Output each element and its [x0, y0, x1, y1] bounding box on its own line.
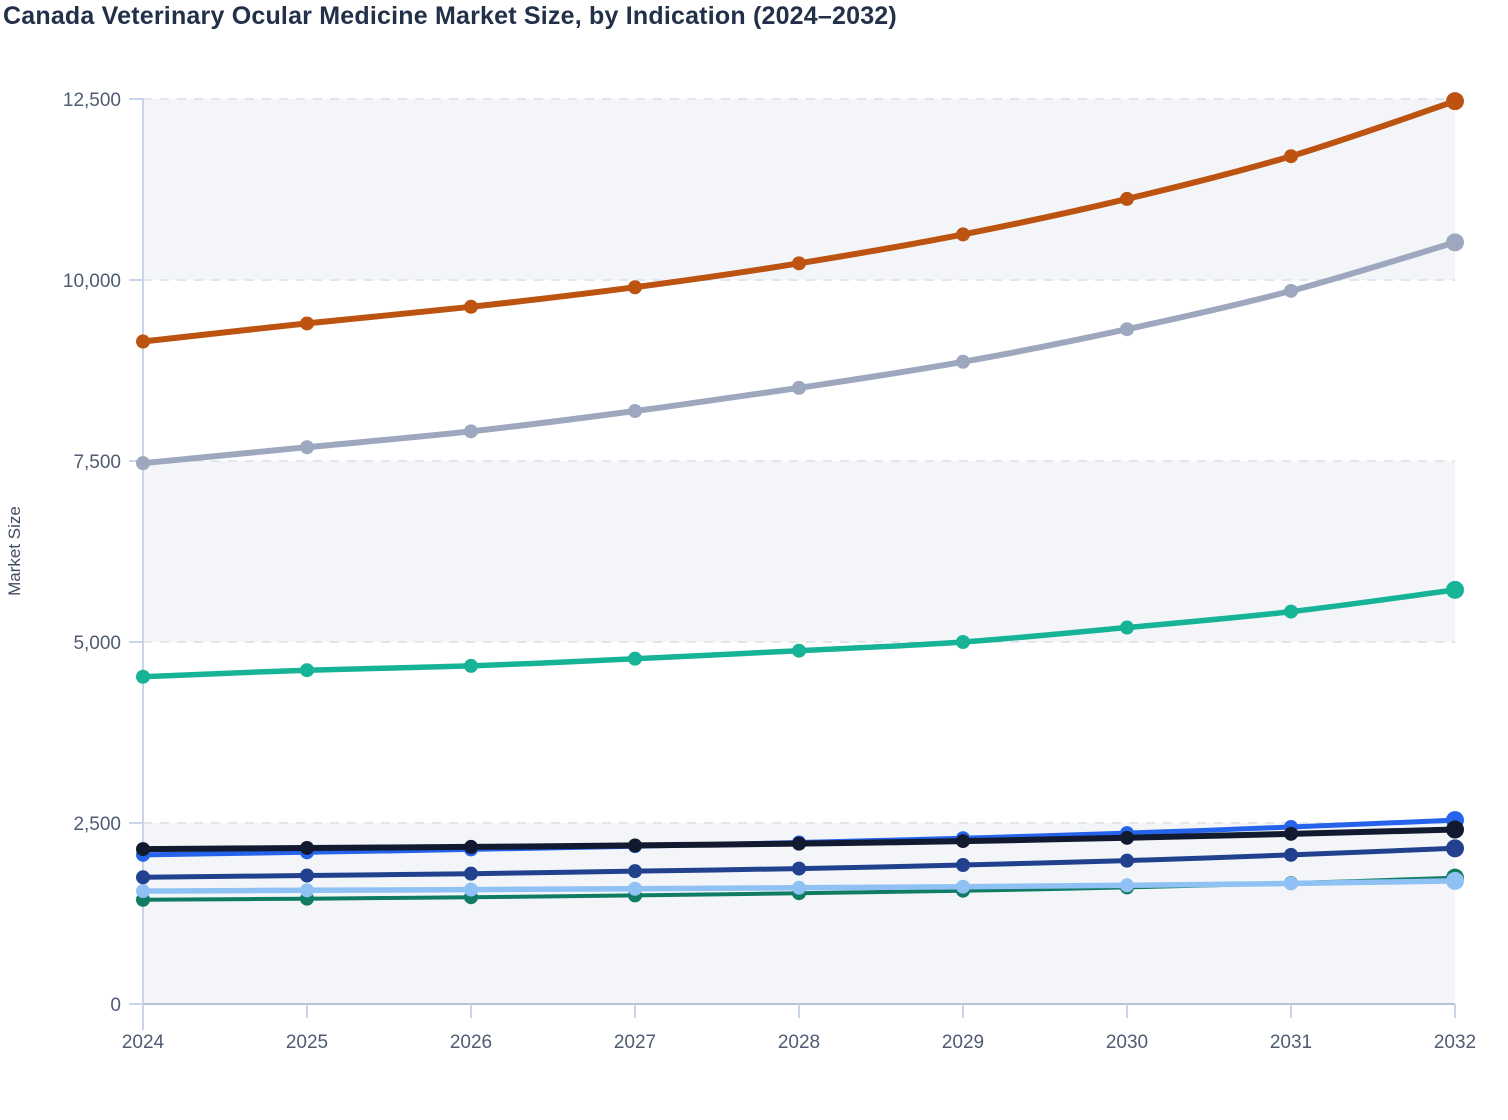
- point-teal-2025: [300, 663, 314, 678]
- point-slate-gray-2028: [792, 380, 806, 395]
- x-tick-label: 2032: [1434, 1032, 1476, 1053]
- point-slate-gray-2025: [300, 440, 314, 455]
- point-navy-2028: [792, 861, 806, 876]
- point-teal-2029: [956, 635, 970, 649]
- chart-title: Canada Veterinary Ocular Medicine Market…: [3, 2, 897, 30]
- point-teal-2030: [1120, 620, 1134, 635]
- point-orange-2031: [1284, 149, 1298, 164]
- point-light-blue-2029: [956, 879, 970, 894]
- point-teal-2027: [628, 651, 642, 666]
- point-slate-gray-2031: [1284, 283, 1298, 298]
- point-navy-2026: [464, 866, 478, 881]
- point-black-navy-2029: [956, 834, 970, 849]
- point-black-navy-2025: [300, 840, 314, 855]
- point-light-blue-2031: [1284, 876, 1298, 891]
- point-navy-2025: [300, 868, 314, 883]
- point-orange-2027: [628, 280, 642, 295]
- plot-band: [143, 461, 1455, 642]
- x-tick-label: 2027: [614, 1032, 656, 1053]
- point-slate-gray-2024: [136, 456, 150, 471]
- point-black-navy-2024: [136, 842, 150, 857]
- point-black-navy-2026: [464, 839, 478, 854]
- x-tick-label: 2031: [1270, 1032, 1312, 1053]
- x-tick-label: 2029: [942, 1032, 984, 1053]
- point-light-blue-2024: [136, 884, 150, 899]
- point-light-blue-2027: [628, 881, 642, 896]
- point-slate-gray-2032: [1446, 233, 1464, 252]
- y-tick-label: 12,500: [63, 90, 121, 111]
- point-light-blue-2025: [300, 883, 314, 898]
- y-tick-label: 0: [110, 995, 121, 1016]
- point-teal-2032: [1446, 580, 1464, 599]
- y-tick-label: 2,500: [73, 814, 121, 835]
- point-black-navy-2028: [792, 836, 806, 851]
- point-navy-2029: [956, 857, 970, 872]
- y-tick-label: 10,000: [63, 271, 121, 292]
- point-orange-2026: [464, 299, 478, 314]
- point-light-blue-2028: [792, 880, 806, 895]
- point-black-navy-2031: [1284, 826, 1298, 841]
- x-tick-label: 2030: [1106, 1032, 1148, 1053]
- point-orange-2024: [136, 334, 150, 349]
- point-navy-2031: [1284, 847, 1298, 862]
- x-tick-label: 2028: [778, 1032, 820, 1053]
- point-slate-gray-2026: [464, 424, 478, 439]
- point-orange-2025: [300, 316, 314, 331]
- x-tick-label: 2024: [122, 1032, 165, 1053]
- point-orange-2032: [1446, 92, 1464, 111]
- point-light-blue-2030: [1120, 878, 1134, 893]
- point-orange-2029: [956, 227, 970, 242]
- point-black-navy-2027: [628, 838, 642, 853]
- point-teal-2026: [464, 658, 478, 673]
- point-black-navy-2030: [1120, 830, 1134, 845]
- point-teal-2031: [1284, 604, 1298, 619]
- point-navy-2032: [1446, 839, 1464, 858]
- y-tick-label: 7,500: [73, 452, 121, 473]
- x-tick-label: 2025: [286, 1032, 328, 1053]
- point-navy-2030: [1120, 853, 1134, 868]
- point-black-navy-2032: [1446, 820, 1464, 839]
- point-slate-gray-2029: [956, 354, 970, 369]
- point-slate-gray-2030: [1120, 322, 1134, 337]
- x-tick-label: 2026: [450, 1032, 492, 1053]
- point-light-blue-2032: [1446, 871, 1464, 890]
- y-axis-title: Market Size: [5, 506, 24, 596]
- y-tick-label: 5,000: [73, 633, 121, 654]
- plot-band: [143, 99, 1455, 280]
- point-navy-2027: [628, 864, 642, 879]
- point-orange-2030: [1120, 191, 1134, 206]
- point-orange-2028: [792, 256, 806, 271]
- point-teal-2028: [792, 643, 806, 658]
- point-navy-2024: [136, 870, 150, 885]
- point-light-blue-2026: [464, 882, 478, 897]
- point-slate-gray-2027: [628, 404, 642, 419]
- point-teal-2024: [136, 669, 150, 684]
